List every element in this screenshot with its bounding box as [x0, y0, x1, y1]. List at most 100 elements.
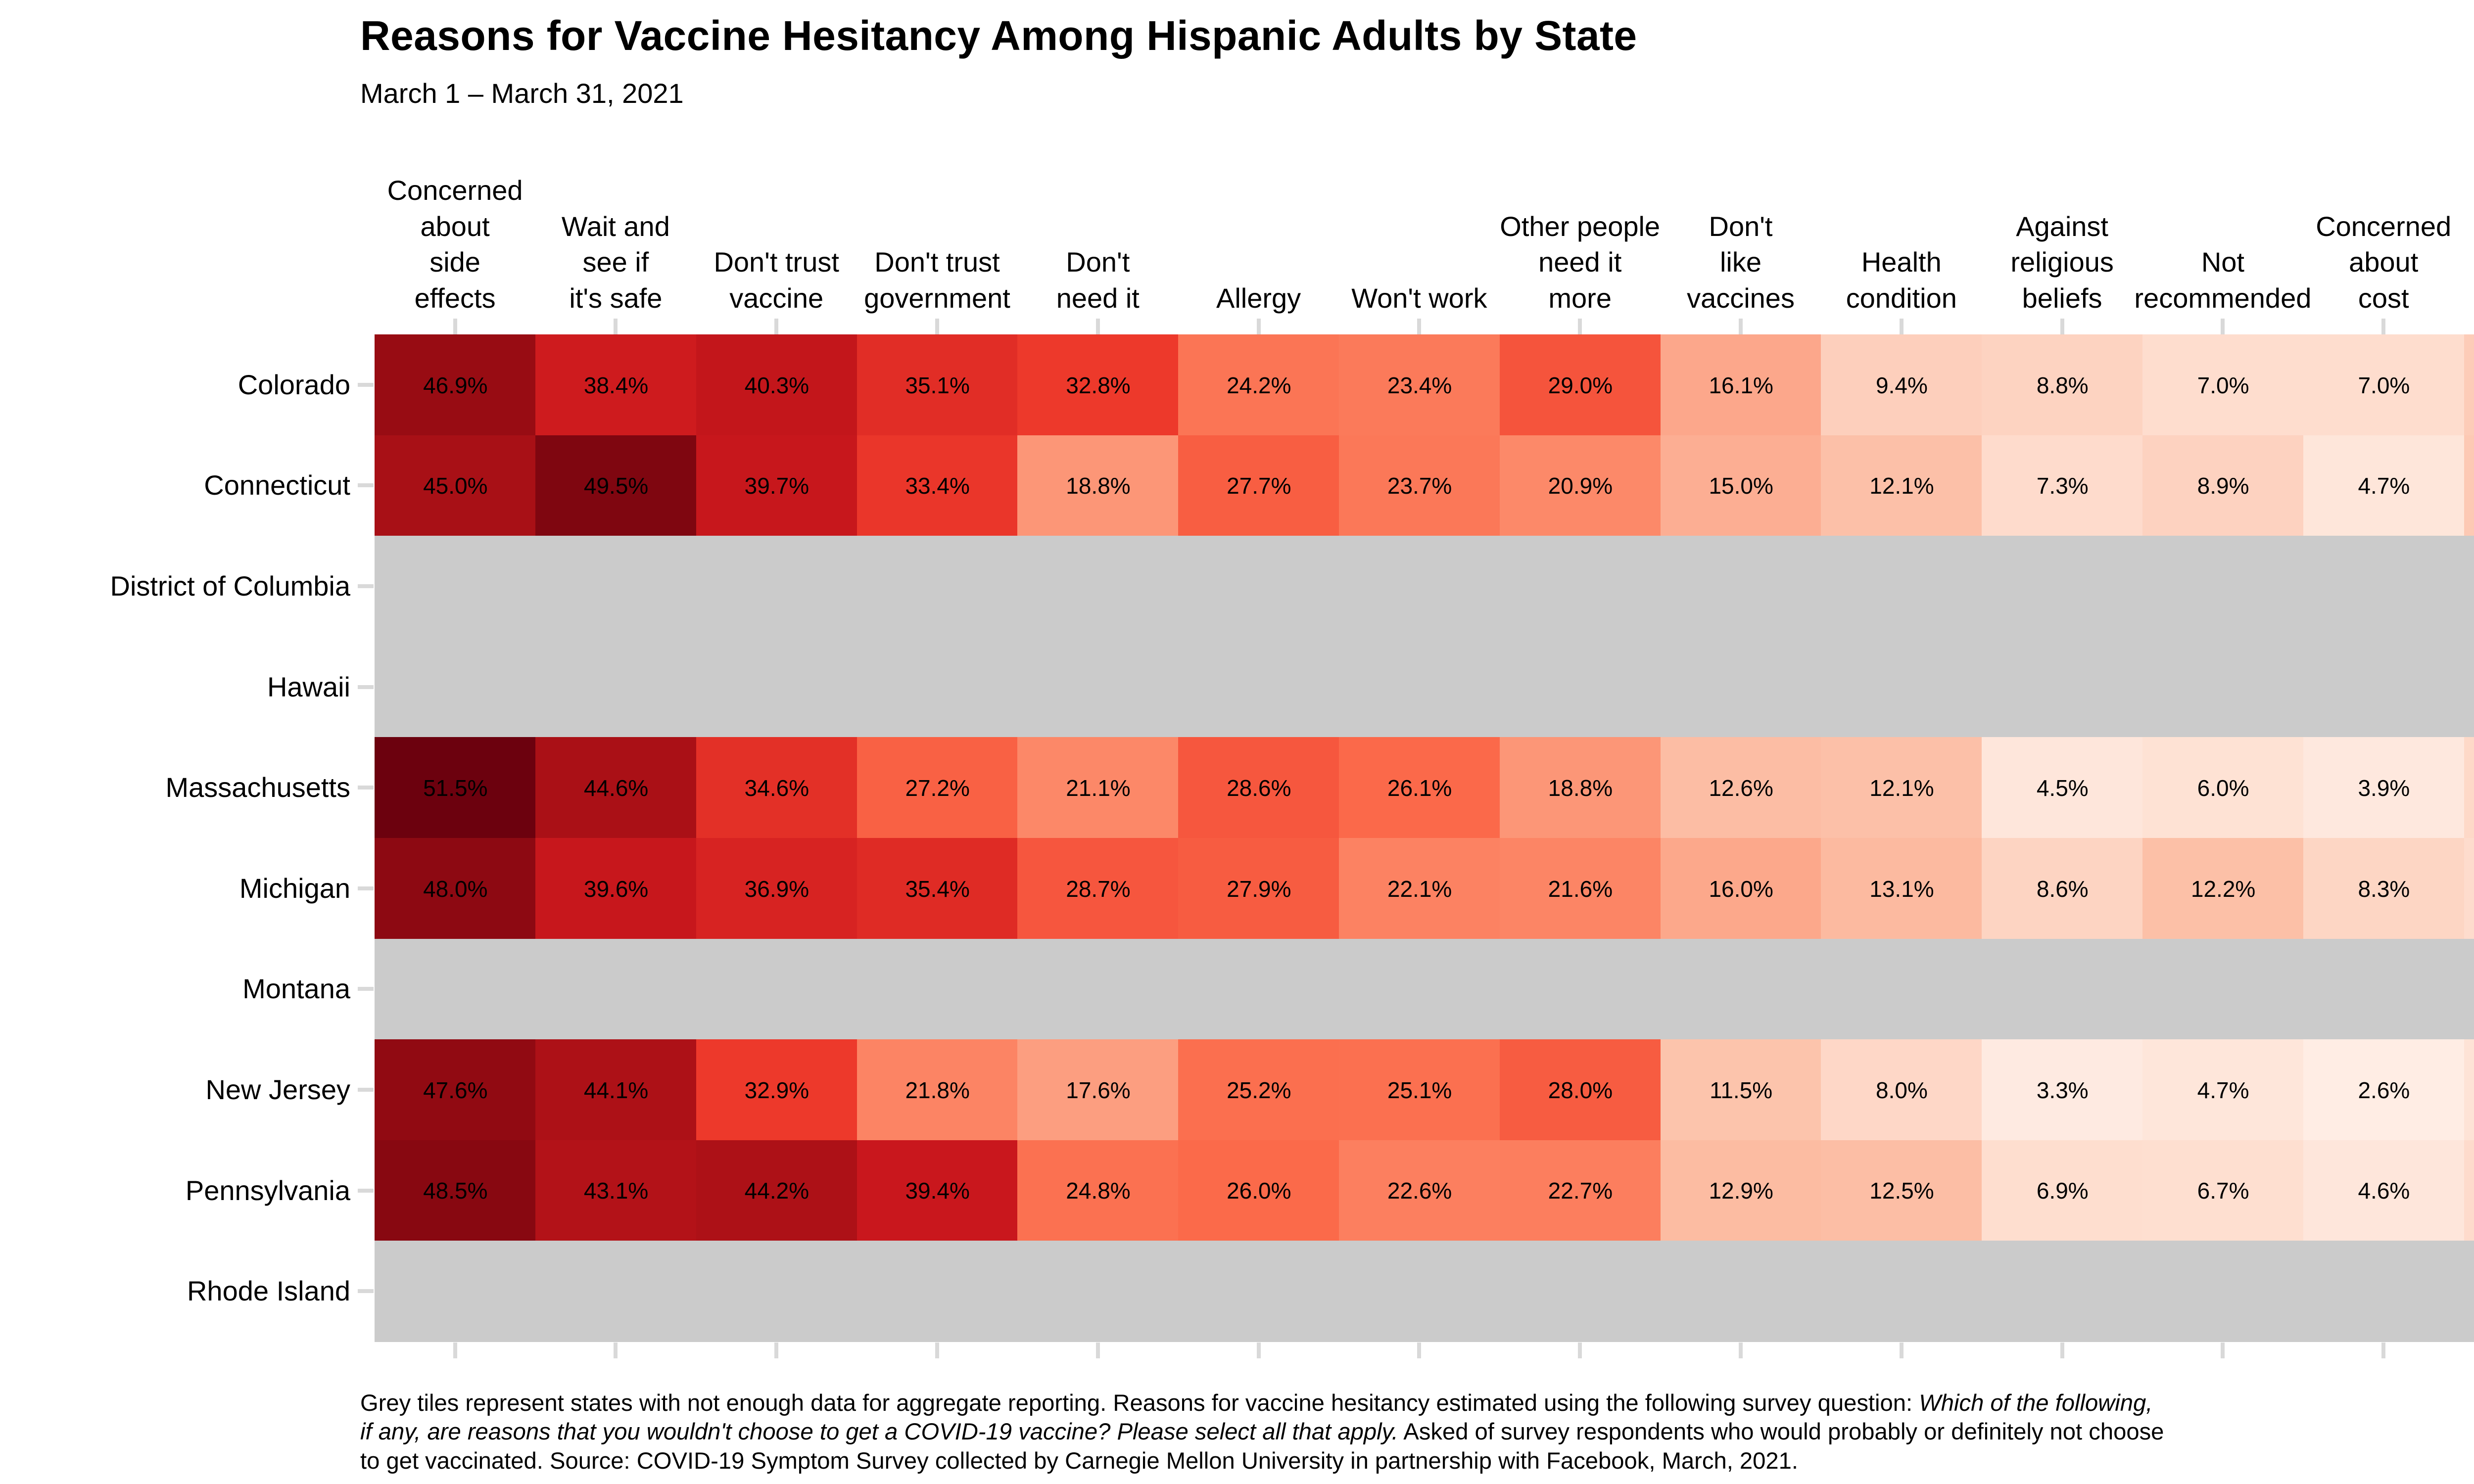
axis-tick-mark — [358, 1289, 374, 1294]
heatmap-cell: 26.1% — [1339, 737, 1501, 839]
heatmap-cell-missing — [2464, 1241, 2474, 1343]
heatmap-cell: 25.2% — [1178, 1039, 1340, 1141]
axis-tick-mark — [358, 1088, 374, 1092]
axis-tick-mark — [1899, 1343, 1903, 1358]
heatmap-cell: 51.5% — [375, 737, 536, 839]
heatmap-cell-missing — [535, 1241, 697, 1343]
heatmap-cell-missing — [1821, 536, 1983, 638]
heatmap-cell: 12.2% — [2142, 838, 2304, 939]
row-label: Massachusetts — [165, 772, 351, 803]
row-label: Michigan — [239, 872, 350, 904]
heatmap-cell: 7.8% — [2464, 737, 2474, 839]
heatmap-cell: 40.3% — [696, 334, 857, 436]
heatmap-cell: 10.5% — [2464, 435, 2474, 537]
heatmap-cell-missing — [1017, 1241, 1179, 1343]
row-label: District of Columbia — [110, 570, 350, 602]
heatmap-cell: 16.1% — [1660, 334, 1822, 436]
axis-tick-mark — [2221, 319, 2225, 334]
heatmap-cell-missing — [535, 536, 697, 638]
heatmap-cell-missing — [2303, 938, 2465, 1040]
heatmap-cell-missing — [1982, 1241, 2143, 1343]
heatmap-cell: 35.1% — [856, 334, 1018, 436]
heatmap-cell-missing — [1499, 636, 1661, 738]
heatmap-cell: 23.7% — [1339, 435, 1501, 537]
heatmap-cell: 28.0% — [1499, 1039, 1661, 1141]
heatmap-cell: 4.6% — [2303, 1140, 2465, 1242]
row-label: Colorado — [238, 369, 350, 400]
heatmap-cell: 15.0% — [1660, 435, 1822, 537]
row-label: Rhode Island — [187, 1275, 350, 1307]
heatmap-cell: 7.2% — [2464, 838, 2474, 939]
heatmap-cell: 8.3% — [2303, 838, 2465, 939]
heatmap-cell-missing — [535, 636, 697, 738]
axis-tick-mark — [1417, 319, 1422, 334]
heatmap-cell: 12.1% — [1821, 435, 1983, 537]
heatmap-cell-missing — [2303, 636, 2465, 738]
heatmap-cell: 48.0% — [375, 838, 536, 939]
heatmap-cell: 26.0% — [1178, 1140, 1340, 1242]
heatmap-cell: 29.0% — [1499, 334, 1661, 436]
heatmap-cell-missing — [1499, 536, 1661, 638]
heatmap-cell: 21.8% — [856, 1039, 1018, 1141]
heatmap-cell: 46.9% — [375, 334, 536, 436]
heatmap-cell: 39.7% — [696, 435, 857, 537]
axis-tick-mark — [935, 319, 939, 334]
column-header: Won't work — [1351, 282, 1487, 314]
axis-tick-mark — [358, 987, 374, 991]
heatmap-cell: 5.7% — [2464, 1039, 2474, 1141]
heatmap-cell: 8.8% — [1982, 334, 2143, 436]
heatmap-cell: 39.4% — [856, 1140, 1018, 1242]
page-subtitle: March 1 – March 31, 2021 — [360, 78, 684, 109]
heatmap-cell-missing — [2303, 1241, 2465, 1343]
row-label: New Jersey — [205, 1074, 350, 1105]
heatmap-cell-missing — [1017, 536, 1179, 638]
heatmap-cell-missing — [1339, 1241, 1501, 1343]
heatmap-cell-missing — [2142, 1241, 2304, 1343]
heatmap-cell: 27.7% — [1178, 435, 1340, 537]
column-header: Don't need it — [1056, 246, 1140, 314]
heatmap-cell: 8.0% — [1821, 1039, 1983, 1141]
heatmap-cell: 18.8% — [1499, 737, 1661, 839]
heatmap-cell-missing — [2142, 636, 2304, 738]
axis-tick-mark — [1578, 319, 1582, 334]
heatmap-cell-missing — [2142, 938, 2304, 1040]
heatmap-cell: 7.0% — [2142, 334, 2304, 436]
heatmap-cell-missing — [1982, 938, 2143, 1040]
heatmap-cell-missing — [1339, 536, 1501, 638]
axis-tick-mark — [453, 1343, 457, 1358]
heatmap-cell: 44.2% — [696, 1140, 857, 1242]
heatmap-cell-missing — [1017, 938, 1179, 1040]
heatmap-cell-missing — [535, 938, 697, 1040]
heatmap-cell-missing — [1821, 636, 1983, 738]
column-header: Wait and see if it's safe — [561, 210, 670, 314]
heatmap-cell: 18.8% — [1017, 435, 1179, 537]
heatmap-cell: 12.1% — [1821, 737, 1983, 839]
heatmap-cell: 6.0% — [2142, 737, 2304, 839]
heatmap-cell-missing — [1178, 1241, 1340, 1343]
heatmap-cell: 12.9% — [1660, 1140, 1822, 1242]
axis-tick-mark — [614, 319, 618, 334]
heatmap-cell: 4.7% — [2142, 1039, 2304, 1141]
heatmap-cell-missing — [1982, 536, 2143, 638]
heatmap-cell-missing — [1660, 636, 1822, 738]
heatmap-cell: 27.9% — [1178, 838, 1340, 939]
footnote-line: Grey tiles represent states with not eno… — [360, 1390, 2153, 1416]
row-label: Pennsylvania — [185, 1174, 350, 1206]
heatmap-cell: 4.5% — [1982, 737, 2143, 839]
axis-tick-mark — [935, 1343, 939, 1358]
heatmap-cell-missing — [1178, 536, 1340, 638]
axis-tick-mark — [1417, 1343, 1422, 1358]
heatmap-cell: 44.6% — [535, 737, 697, 839]
axis-tick-mark — [2381, 1343, 2386, 1358]
heatmap-cell-missing — [1178, 938, 1340, 1040]
heatmap-cell: 47.6% — [375, 1039, 536, 1141]
axis-tick-mark — [358, 786, 374, 790]
heatmap-cell: 2.6% — [2303, 1039, 2465, 1141]
axis-tick-mark — [358, 1188, 374, 1193]
heatmap-cell: 28.7% — [1017, 838, 1179, 939]
column-header: Allergy — [1216, 282, 1301, 314]
axis-tick-mark — [453, 319, 457, 334]
footnote: Grey tiles represent states with not eno… — [360, 1389, 2164, 1476]
heatmap-cell-missing — [375, 536, 536, 638]
